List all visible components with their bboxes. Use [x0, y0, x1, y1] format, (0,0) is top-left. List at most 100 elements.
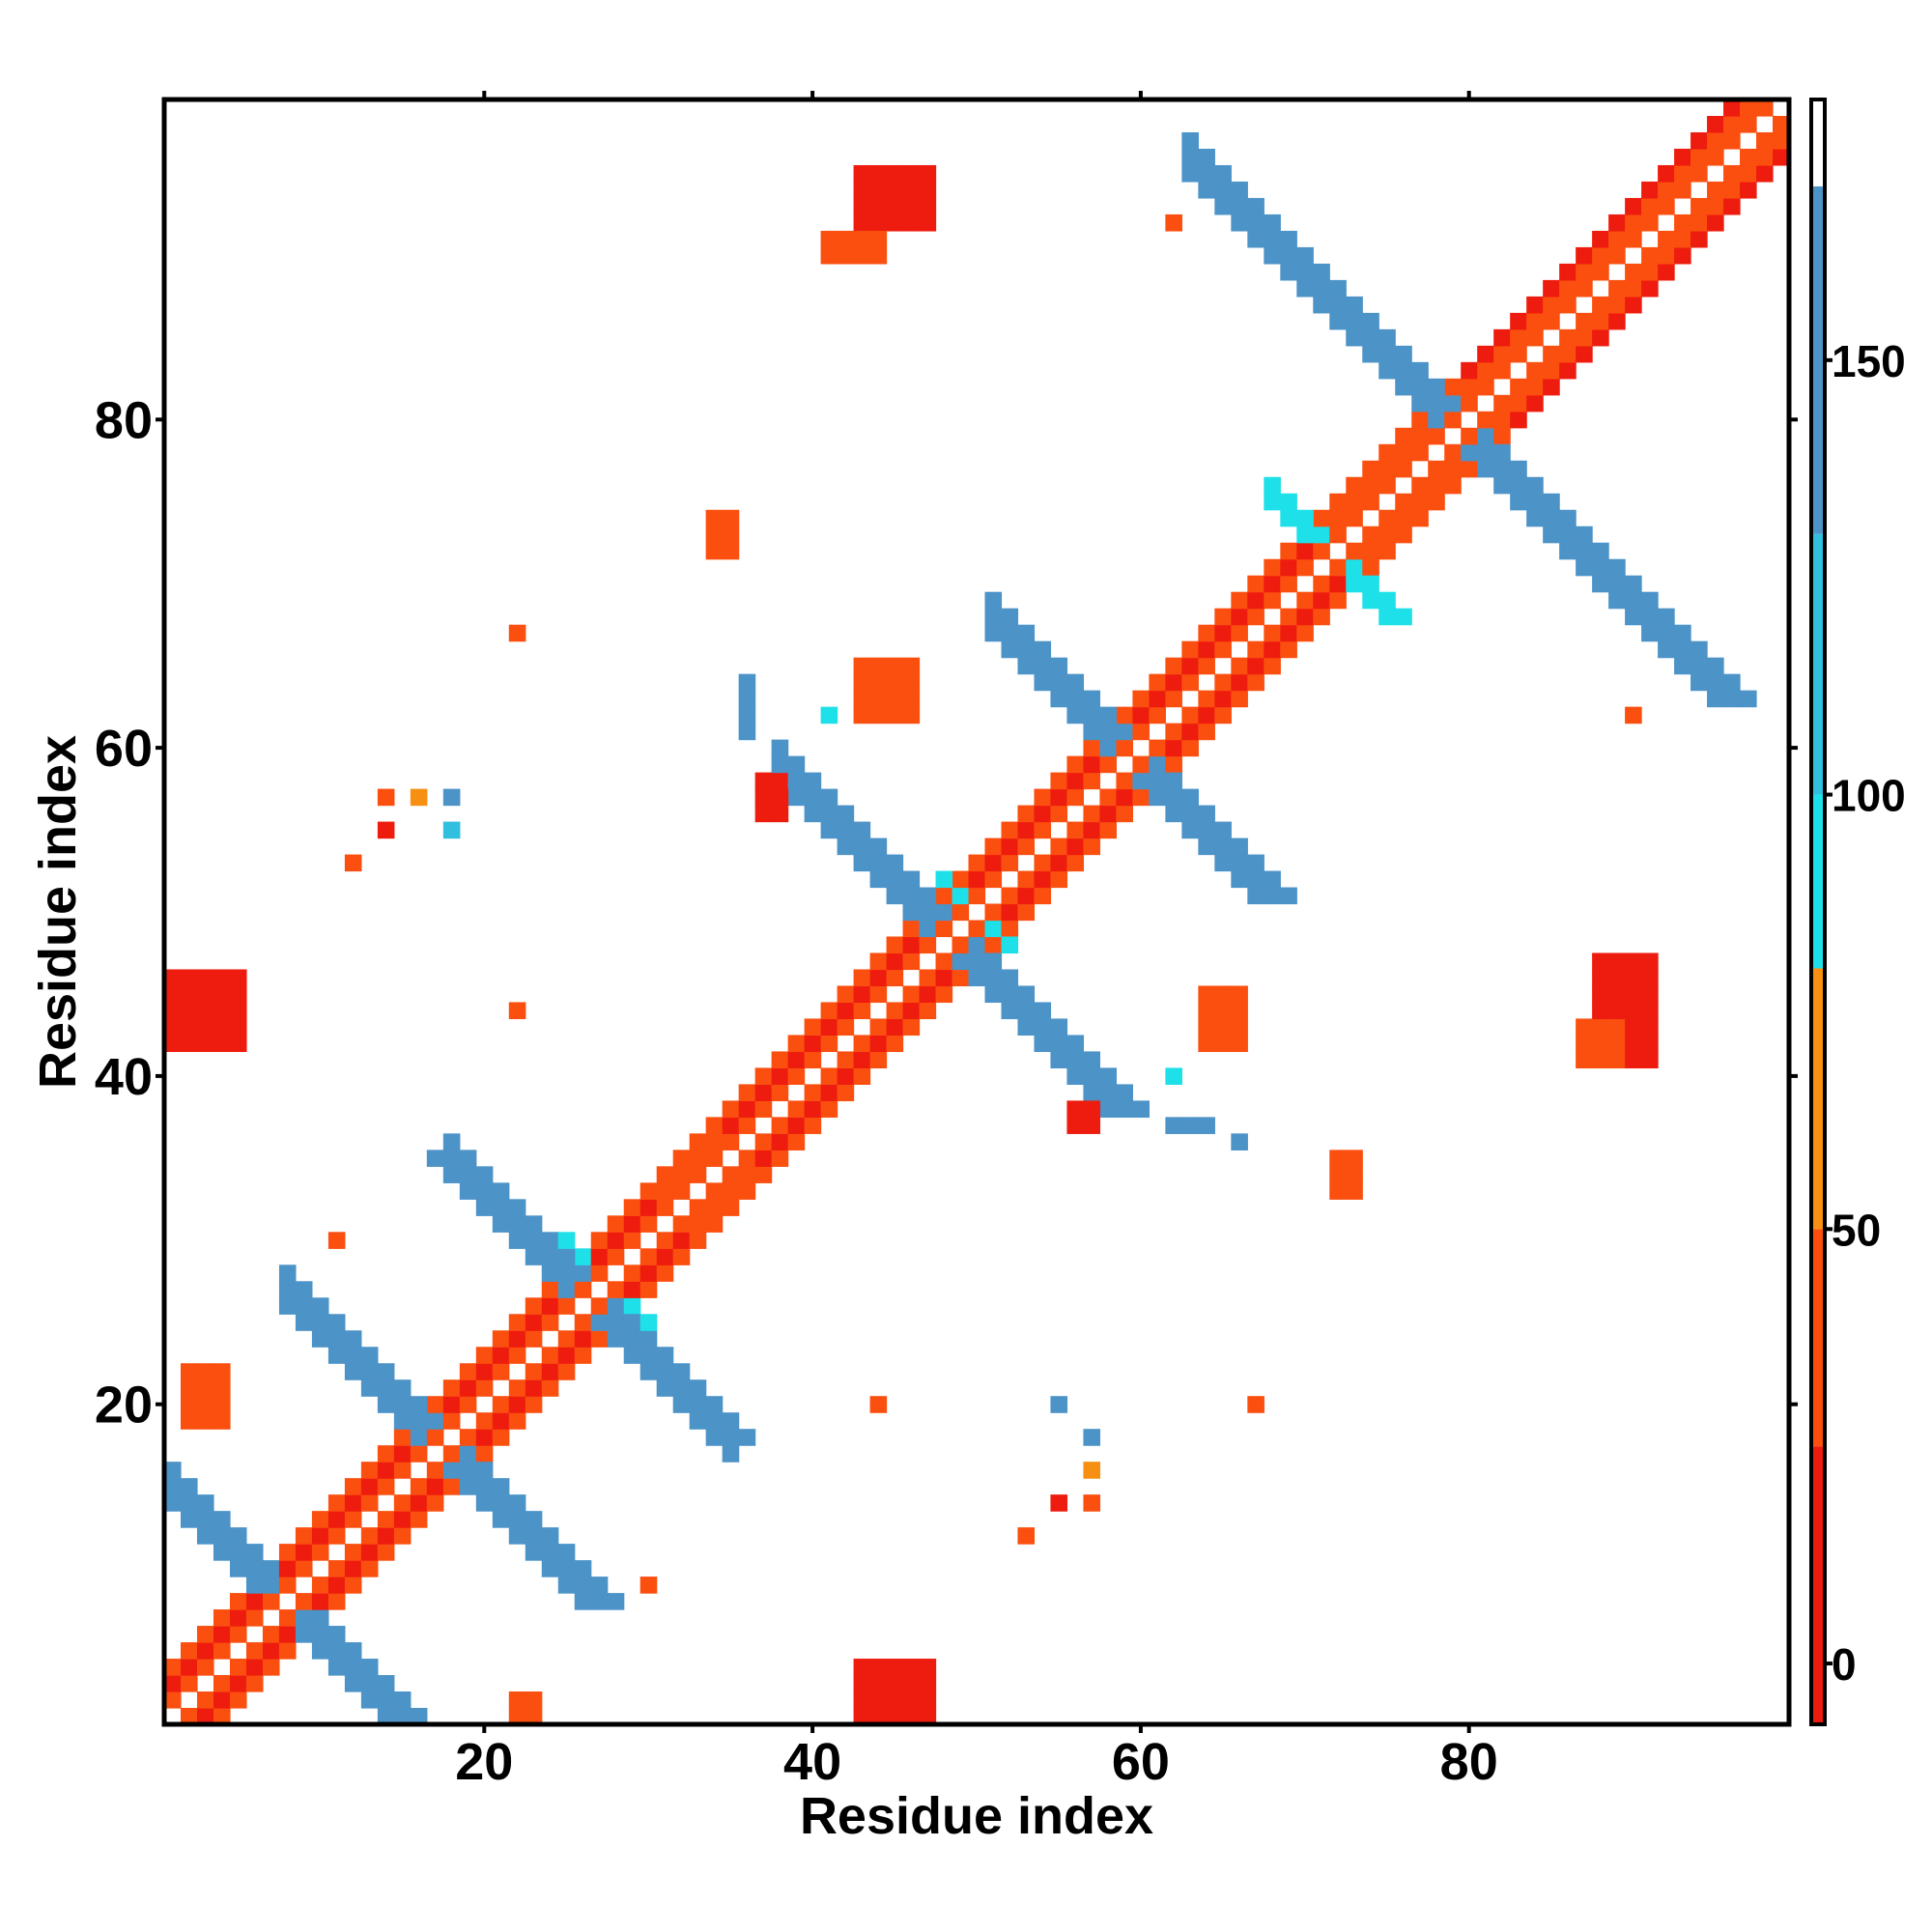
- heatmap-cell: [557, 1560, 576, 1577]
- heatmap-cell: [1247, 1396, 1264, 1413]
- heatmap-cell: [1592, 1018, 1609, 1037]
- heatmap-cell: [804, 805, 822, 823]
- heatmap-cell: [1083, 755, 1101, 774]
- heatmap-cell: [902, 673, 921, 692]
- heatmap-cell: [196, 1396, 214, 1413]
- heatmap-cell: [475, 1379, 494, 1397]
- heatmap-cell: [1723, 181, 1741, 199]
- heatmap-cell: [984, 969, 1003, 987]
- heatmap-cell: [1362, 542, 1379, 560]
- heatmap-cell: [377, 821, 395, 839]
- heatmap-cell: [1510, 378, 1527, 396]
- heatmap-cell: [919, 887, 937, 905]
- heatmap-cell: [1264, 575, 1281, 593]
- heatmap-cell: [771, 1150, 789, 1167]
- heatmap-cell: [1378, 542, 1396, 560]
- heatmap-cell: [1362, 591, 1379, 610]
- heatmap-cell: [393, 1494, 412, 1512]
- heatmap-cell: [689, 1232, 707, 1249]
- heatmap-cell: [1756, 148, 1774, 166]
- heatmap-cell: [853, 197, 871, 215]
- heatmap-cell: [442, 1412, 461, 1430]
- heatmap-cell: [508, 1330, 526, 1348]
- heatmap-cell: [853, 1708, 871, 1725]
- heatmap-cell: [1280, 608, 1297, 626]
- heatmap-cell: [229, 985, 247, 1004]
- heatmap-cell: [1559, 328, 1577, 347]
- heatmap-cell: [1181, 657, 1199, 675]
- heatmap-cell: [377, 1396, 395, 1413]
- heatmap-cell: [1411, 361, 1429, 380]
- x-tick-label: 80: [1440, 1733, 1498, 1791]
- heatmap-cell: [426, 1412, 444, 1430]
- heatmap-cell: [1198, 985, 1215, 1004]
- colorbar-tick-label: 150: [1832, 336, 1906, 386]
- heatmap-cell: [853, 838, 871, 856]
- heatmap-cell: [1050, 788, 1068, 807]
- heatmap-cell: [311, 1527, 329, 1545]
- heatmap-cell: [295, 1560, 313, 1577]
- heatmap-cell: [1017, 903, 1036, 922]
- heatmap-cell: [1034, 1035, 1052, 1053]
- heatmap-cell: [1198, 838, 1215, 856]
- heatmap-cell: [853, 1051, 871, 1068]
- heatmap-cell: [164, 1478, 182, 1495]
- heatmap-cell: [1608, 1002, 1626, 1020]
- heatmap-cell: [1181, 164, 1199, 183]
- heatmap-cell: [1608, 1018, 1626, 1037]
- heatmap-cell: [1707, 213, 1724, 232]
- heatmap-cell: [1690, 197, 1708, 215]
- heatmap-cell: [1149, 706, 1166, 724]
- heatmap-cell: [1346, 1150, 1363, 1167]
- heatmap-cell: [837, 1084, 855, 1101]
- heatmap-cell: [1592, 542, 1609, 560]
- heatmap-cell: [229, 1659, 247, 1676]
- heatmap-cell: [1132, 788, 1150, 807]
- heatmap-cell: [410, 1708, 428, 1725]
- heatmap-cell: [1641, 952, 1659, 971]
- heatmap-cell: [1280, 493, 1297, 511]
- heatmap-cell: [278, 1281, 297, 1298]
- heatmap-cell: [1346, 558, 1363, 577]
- heatmap-cell: [639, 1577, 658, 1594]
- heatmap-cell: [902, 903, 921, 922]
- heatmap-cell: [1493, 427, 1511, 445]
- heatmap-cell: [1214, 624, 1232, 642]
- heatmap-cell: [1658, 246, 1675, 265]
- heatmap-cell: [278, 1264, 297, 1282]
- heatmap-cell: [837, 246, 855, 265]
- heatmap-cell: [1559, 526, 1577, 544]
- heatmap-cell: [1707, 690, 1724, 708]
- heatmap-cell: [919, 936, 937, 954]
- heatmap-cell: [1346, 575, 1363, 593]
- heatmap-cell: [1001, 640, 1019, 659]
- heatmap-cell: [1641, 181, 1659, 199]
- heatmap-cell: [1066, 788, 1085, 807]
- heatmap-cell: [1214, 1002, 1232, 1020]
- heatmap-cell: [377, 1691, 395, 1709]
- heatmap-cell: [327, 1330, 346, 1348]
- heatmap-cell: [1247, 230, 1264, 248]
- heatmap-cell: [213, 1642, 231, 1660]
- heatmap-cell: [1378, 526, 1396, 544]
- heatmap-cell: [869, 657, 888, 675]
- heatmap-cell: [935, 870, 953, 889]
- heatmap-cell: [820, 821, 838, 839]
- heatmap-cell: [1198, 1117, 1215, 1134]
- heatmap-cell: [1444, 443, 1462, 462]
- heatmap-cell: [952, 887, 970, 905]
- heatmap-cell: [1674, 624, 1691, 642]
- heatmap-cell: [360, 1478, 379, 1495]
- heatmap-cell: [1099, 1100, 1118, 1118]
- heatmap-cell: [525, 1527, 543, 1545]
- heatmap-cell: [738, 1084, 756, 1101]
- heatmap-cell: [327, 1577, 346, 1594]
- heatmap-cell: [771, 805, 789, 823]
- heatmap-cell: [1543, 378, 1560, 396]
- heatmap-cell: [919, 1708, 937, 1725]
- heatmap-cell: [935, 903, 953, 922]
- heatmap-cell: [1083, 1429, 1101, 1446]
- heatmap-cell: [984, 608, 1003, 626]
- heatmap-cell: [1576, 345, 1593, 363]
- heatmap-cell: [1723, 673, 1741, 692]
